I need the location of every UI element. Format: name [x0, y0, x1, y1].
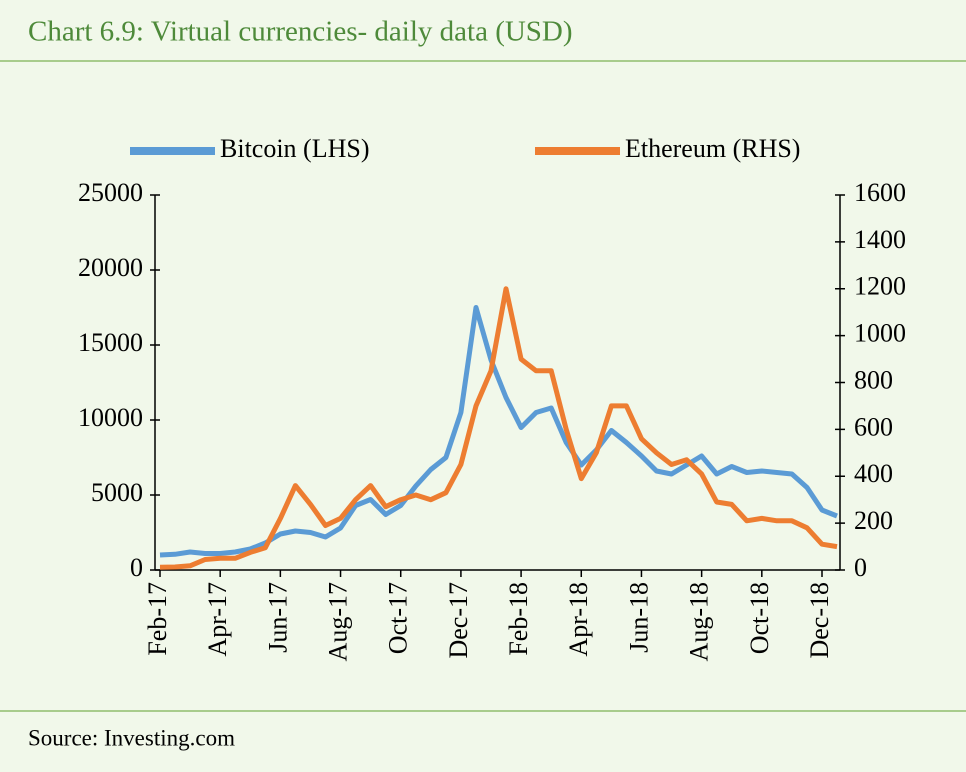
y2-tick-label: 1400	[854, 225, 906, 254]
y-tick-label: 20000	[78, 253, 143, 282]
y-tick-label: 5000	[91, 478, 143, 507]
x-tick-label: Apr-18	[564, 582, 593, 657]
x-tick-label: Apr-17	[203, 582, 232, 657]
x-tick-label: Dec-17	[444, 582, 473, 659]
x-tick-label: Feb-17	[143, 582, 172, 656]
y2-tick-label: 200	[854, 506, 893, 535]
legend-label: Ethereum (RHS)	[625, 134, 800, 163]
y-tick-label: 25000	[78, 178, 143, 207]
y2-tick-label: 800	[854, 365, 893, 394]
source: Source: Investing.com	[28, 725, 235, 750]
y2-tick-label: 600	[854, 412, 893, 441]
y-tick-label: 0	[130, 553, 143, 582]
chart-title: Chart 6.9: Virtual currencies- daily dat…	[28, 16, 573, 48]
x-tick-label: Aug-17	[324, 582, 353, 661]
line-series	[159, 286, 838, 570]
x-tick-label: Feb-18	[504, 582, 533, 656]
y2-tick-label: 400	[854, 459, 893, 488]
y2-tick-label: 1200	[854, 272, 906, 301]
y-tick-label: 10000	[78, 403, 143, 432]
x-tick-label: Jun-18	[624, 582, 653, 653]
line-series	[159, 305, 838, 558]
x-tick-label: Oct-18	[745, 582, 774, 654]
x-tick-label: Dec-18	[805, 582, 834, 659]
y-tick-label: 15000	[78, 328, 143, 357]
y2-tick-label: 1000	[854, 319, 906, 348]
y2-tick-label: 1600	[854, 178, 906, 207]
legend-label: Bitcoin (LHS)	[220, 134, 370, 163]
y2-tick-label: 0	[854, 553, 867, 582]
x-tick-label: Oct-17	[384, 582, 413, 654]
x-tick-label: Aug-18	[685, 582, 714, 661]
x-tick-label: Jun-17	[263, 582, 292, 653]
